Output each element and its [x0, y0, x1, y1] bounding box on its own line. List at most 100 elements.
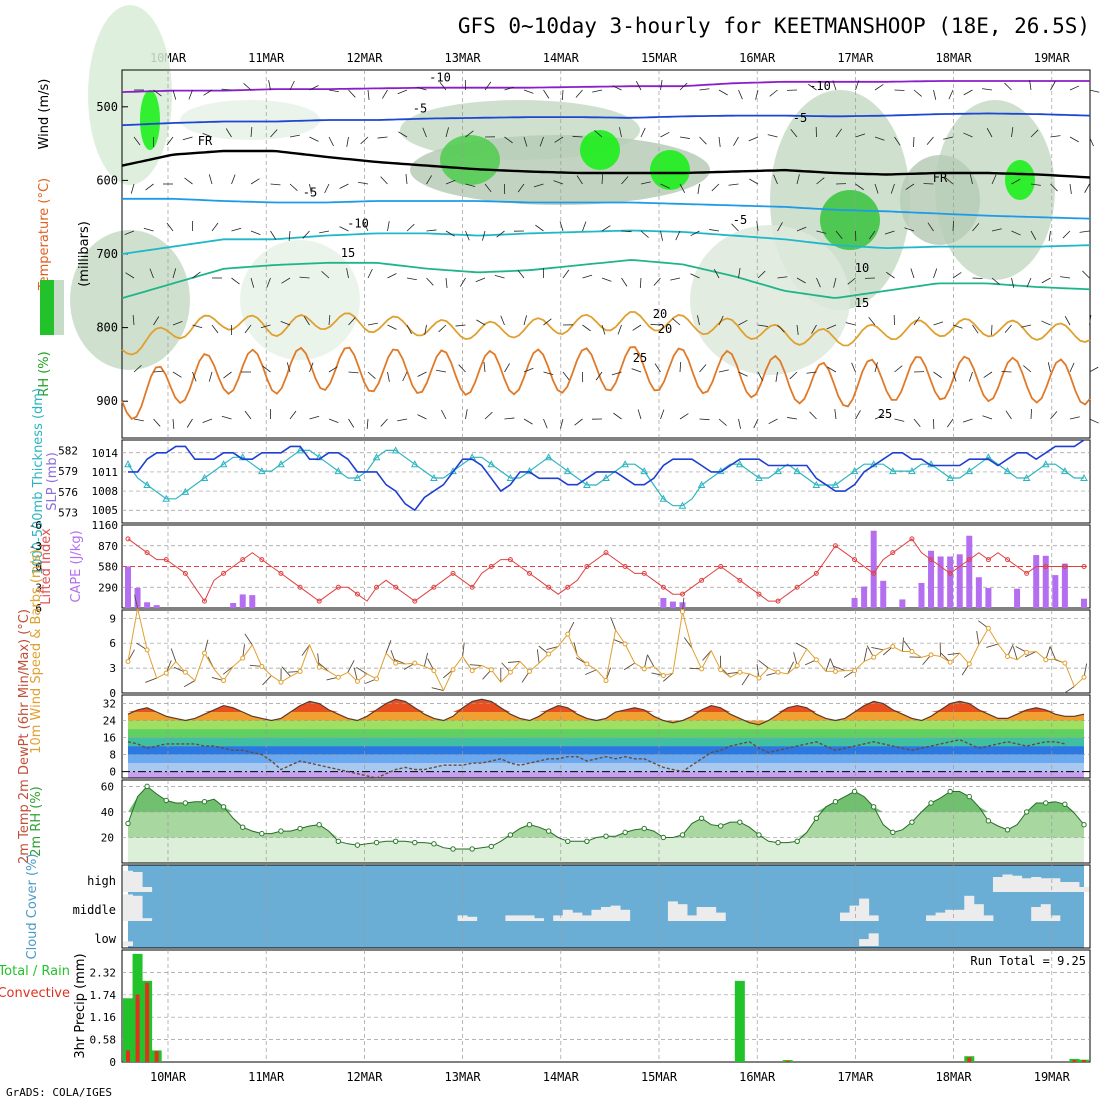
pressure-tick-label: 700 — [96, 247, 118, 261]
wind-barb — [262, 365, 271, 373]
wind-barb — [445, 179, 456, 185]
wind-barb — [299, 276, 310, 279]
cape-bar — [1061, 563, 1068, 608]
rh-marker — [125, 820, 131, 827]
wind-barb — [640, 127, 646, 138]
wind-barb — [186, 418, 193, 428]
wind-barb — [572, 135, 583, 138]
wind-marker — [278, 679, 284, 685]
date-tick-bottom: 18MAR — [936, 1070, 973, 1084]
wind-barb — [346, 136, 349, 147]
cape-bar — [669, 601, 676, 608]
thickness-marker — [831, 480, 840, 488]
wind-barb — [402, 371, 408, 382]
cape-bar — [937, 556, 944, 608]
wind-barb — [149, 268, 154, 279]
wind-barb — [321, 271, 330, 279]
wind-barb — [494, 275, 505, 279]
wind-barb — [211, 222, 219, 232]
cloud-bar-middle — [514, 915, 525, 921]
wind-barb — [640, 181, 651, 185]
wind-barb — [738, 319, 748, 326]
cape-bar — [956, 554, 963, 608]
date-tick-bottom: 19MAR — [1034, 1070, 1071, 1084]
wind-barb — [130, 183, 135, 194]
thickness-marker — [908, 467, 916, 475]
cloud-bar-middle — [696, 907, 707, 921]
rh-marker — [890, 829, 896, 836]
wind-barb — [884, 230, 895, 235]
wind-barb — [796, 277, 806, 284]
cloud-bar-high — [1012, 875, 1023, 892]
wind-barb — [855, 410, 861, 420]
wind-barb — [1024, 651, 1037, 658]
wind-marker — [603, 678, 609, 684]
wind-barb — [1082, 270, 1090, 279]
wind-barb — [250, 178, 260, 185]
wind-barb — [913, 316, 921, 326]
wind-tick-label: 3 — [109, 662, 116, 675]
li-marker — [431, 584, 437, 590]
cape-tick-label: 580 — [98, 561, 118, 574]
wind-barb — [1004, 82, 1012, 91]
wind-barb — [553, 180, 564, 185]
wind-barb — [124, 230, 135, 235]
wind-barb — [741, 673, 750, 686]
wind-barb — [280, 321, 291, 326]
cloud-bar-middle — [562, 909, 573, 921]
wind-barb — [601, 277, 612, 282]
precip-convective-bar — [1082, 1060, 1086, 1062]
thickness-marker — [353, 473, 362, 482]
li-axis-title: Lifted Index — [39, 528, 54, 605]
li-marker — [947, 570, 953, 576]
wind-barb — [484, 183, 492, 193]
cloud-bar-high — [1079, 887, 1089, 892]
wind-barb — [289, 134, 300, 138]
li-marker — [527, 570, 533, 576]
temp-fill-warm — [128, 699, 1084, 713]
wind-barb — [796, 324, 799, 335]
wind-barb — [1011, 230, 1021, 236]
wind-barb — [288, 230, 291, 241]
wind-barb — [184, 177, 193, 185]
cloud-bar-middle — [524, 915, 535, 921]
wind-barb — [582, 274, 593, 279]
wind-barb — [438, 324, 447, 333]
wind-barb — [145, 677, 157, 683]
wind-barb — [982, 415, 993, 420]
wind-barb — [133, 418, 144, 422]
li-marker — [699, 577, 705, 583]
wind-marker — [1024, 649, 1030, 655]
wind-tick-label: 9 — [109, 612, 116, 625]
wind-barb — [679, 183, 686, 194]
wind-barb — [422, 127, 427, 138]
wind-barb — [662, 672, 674, 682]
wind-barb — [660, 230, 663, 241]
cloud-bar-middle — [572, 912, 583, 921]
rh-marker — [392, 838, 399, 844]
cloud-bar-high — [142, 887, 153, 892]
cloud-bar-middle — [849, 905, 860, 921]
wind-barb — [483, 362, 486, 373]
wind-barb — [208, 174, 213, 185]
wind-barb — [324, 183, 330, 194]
cloud-bar-middle — [591, 909, 602, 921]
li-marker — [1081, 564, 1087, 569]
wind-barb — [855, 183, 864, 191]
wind-barb — [192, 324, 203, 329]
li-marker — [985, 557, 991, 563]
cape-bar — [249, 595, 256, 608]
wind-barb — [166, 136, 174, 146]
wind-barb — [397, 89, 408, 95]
wind-barb — [133, 365, 142, 373]
cloud-bar-middle — [1040, 904, 1051, 921]
thickness-marker — [946, 473, 955, 482]
wind-barb — [358, 181, 369, 185]
cape-axis-title: CAPE (J/kg) — [69, 530, 84, 602]
wind-barb — [1062, 230, 1071, 239]
precip-convective-bar — [1072, 1060, 1077, 1062]
cape-bar — [134, 587, 141, 608]
wind-tick-label: 6 — [109, 637, 116, 650]
wind-marker — [144, 647, 150, 653]
wind-barb — [517, 269, 525, 279]
